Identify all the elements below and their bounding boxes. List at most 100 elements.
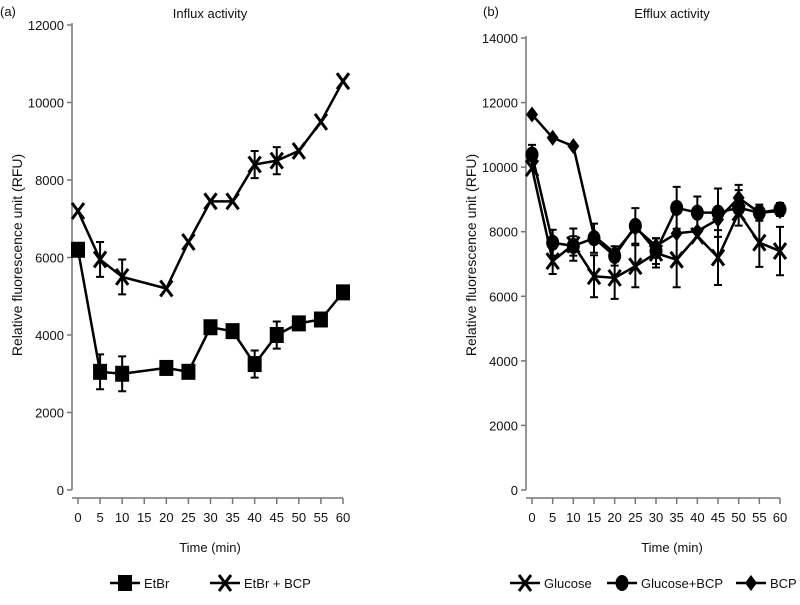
y-tick-label: 0 [57,483,64,498]
x-tick-label: 30 [649,510,663,525]
y-tick-label: 0 [511,483,518,498]
data-point [607,268,622,287]
legend-label: Glucose+BCP [641,576,723,591]
series-bcp [526,106,786,261]
data-point [93,363,108,380]
chart-title: Efflux activity [634,6,710,21]
y-tick-label: 2000 [489,418,518,433]
x-tick-label: 15 [587,510,601,525]
x-tick-label: 15 [137,510,151,525]
y-tick-label: 4000 [489,354,518,369]
data-point [247,356,262,373]
data-point [115,365,130,382]
y-tick-label: 8000 [489,225,518,240]
x-tick-label: 55 [314,510,328,525]
legend-item: Glucose [510,574,592,592]
x-tick-label: 45 [270,510,284,525]
x-axis-label: Time (min) [641,540,703,555]
data-point [690,204,704,221]
data-point [712,211,724,228]
data-point [608,244,621,261]
data-point [710,248,726,267]
data-point [71,241,85,258]
y-tick-label: 4000 [35,328,64,343]
y-axis-label: Relative fluorescence unit (RFU) [9,154,25,356]
data-point [670,199,684,216]
data-point [114,267,130,286]
data-point [159,279,174,298]
y-tick-label: 6000 [489,289,518,304]
data-point [269,151,284,170]
data-point [181,233,196,251]
legend-marker [217,574,233,592]
x-tick-label: 60 [336,510,350,525]
panel-label: (b) [483,4,499,19]
x-tick-label: 10 [566,510,580,525]
series-line [76,249,344,376]
x-tick-label: 45 [711,510,725,525]
data-point [92,250,108,269]
data-point [526,106,538,123]
series-glucose [524,159,788,300]
data-point [669,250,684,269]
x-tick-label: 55 [752,510,766,525]
legend-label: Glucose [544,576,592,591]
data-point [732,189,745,206]
series-etbr [71,241,350,393]
data-point [670,225,683,242]
legend-item: BCP [736,575,797,591]
data-point [588,227,600,244]
data-point [313,112,329,131]
data-point [225,192,240,211]
data-point [203,192,218,211]
y-tick-label: 6000 [35,251,64,266]
legend-label: EtBr [144,576,170,591]
data-point [313,311,328,328]
x-tick-label: 0 [528,510,535,525]
y-tick-label: 14000 [482,31,518,46]
data-point [752,233,767,252]
x-tick-label: 5 [549,510,556,525]
legend-item: Glucose+BCP [607,575,723,591]
x-tick-label: 20 [159,510,173,525]
legend-marker [745,575,757,591]
data-point [772,242,788,260]
x-tick-label: 25 [628,510,642,525]
x-tick-label: 60 [773,510,787,525]
x-tick-label: 40 [690,510,704,525]
panel-label: (a) [0,4,16,19]
x-tick-label: 30 [203,510,217,525]
legend-item: EtBr + BCP [210,574,311,592]
data-point [629,219,642,236]
legend-label: EtBr + BCP [244,576,311,591]
x-tick-label: 10 [115,510,129,525]
legend-item: EtBr [110,575,170,591]
x-tick-label: 25 [181,510,195,525]
data-point [567,138,580,155]
y-tick-label: 8000 [35,173,64,188]
data-point [181,363,196,380]
y-tick-label: 10000 [482,160,518,175]
data-point [586,267,602,286]
series-etbr-bcp [70,72,351,298]
legend-label: BCP [770,576,797,591]
data-point [269,327,284,343]
data-point [225,323,240,340]
data-point [628,257,643,276]
x-tick-label: 35 [669,510,683,525]
series-line [531,113,781,255]
data-point [70,202,86,220]
legend-marker [615,575,629,591]
data-point [650,237,662,254]
data-point [291,315,306,332]
x-tick-label: 40 [247,510,261,525]
x-tick-label: 5 [96,510,103,525]
y-tick-label: 10000 [28,96,64,111]
y-tick-label: 12000 [482,96,518,111]
chart-title: Influx activity [173,6,248,21]
data-point [753,204,766,221]
y-tick-label: 2000 [35,406,64,421]
y-tick-label: 12000 [28,18,64,33]
data-point [203,319,218,336]
